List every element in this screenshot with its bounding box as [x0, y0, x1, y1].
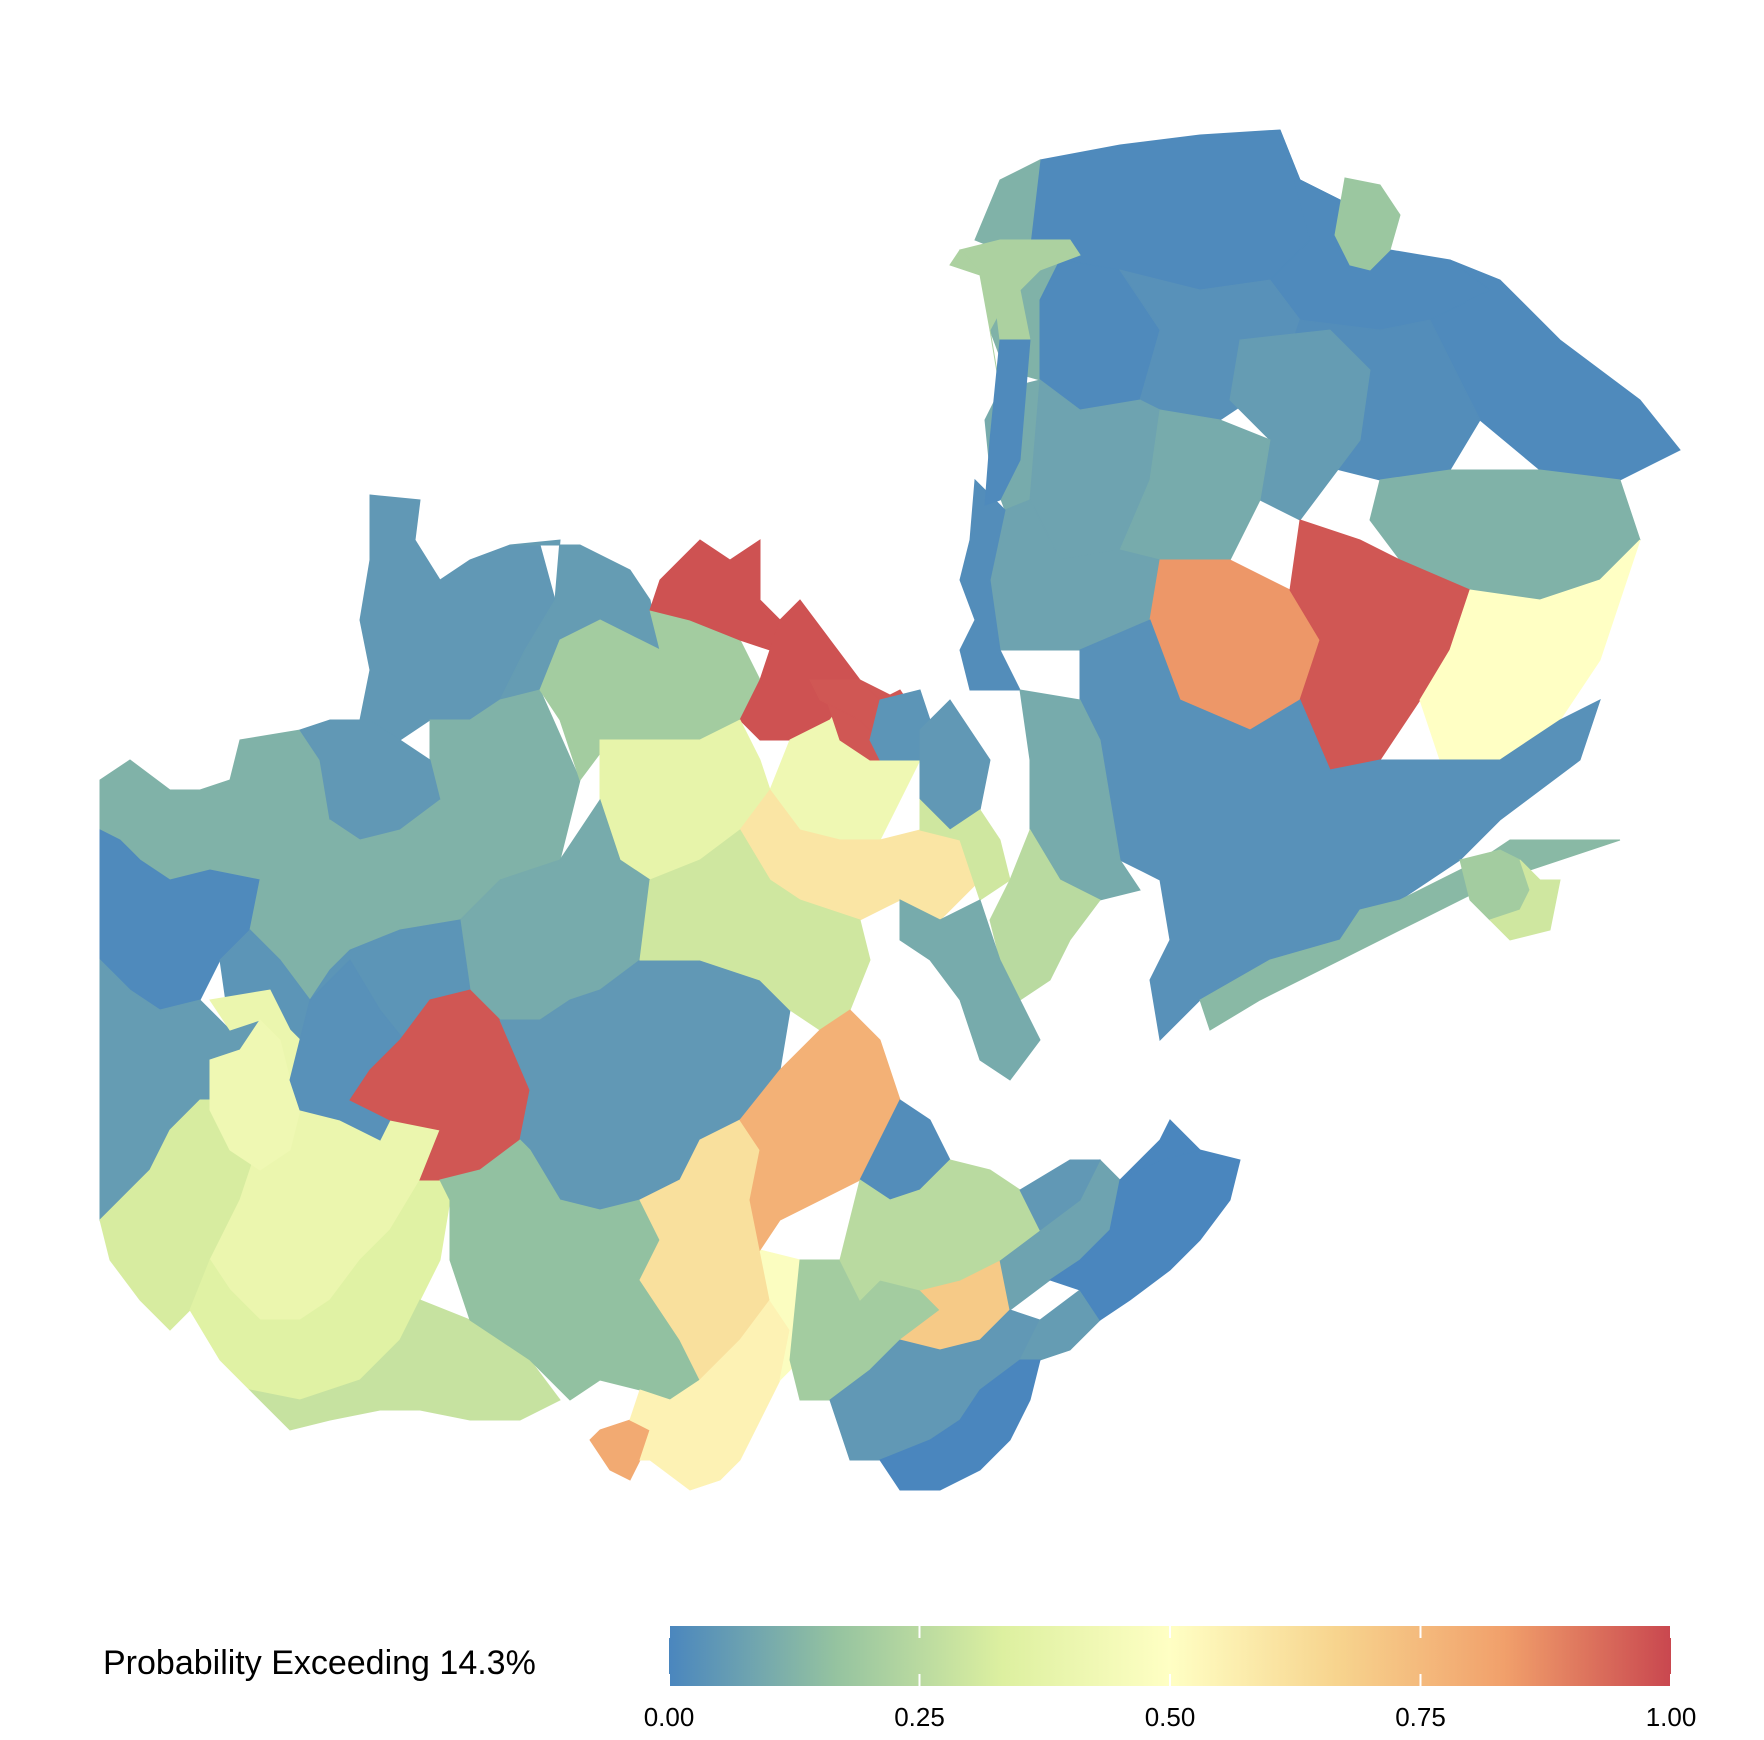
- map-region: [589, 1419, 651, 1481]
- legend-tick-label: 0.50: [1145, 1702, 1196, 1732]
- map-region: [1459, 849, 1531, 921]
- map-region: [959, 478, 1021, 691]
- map-regions: [99, 129, 1681, 1491]
- map-region: [1334, 177, 1401, 271]
- legend-tick-label: 0.00: [644, 1702, 695, 1732]
- legend-title: Probability Exceeding 14.3%: [103, 1644, 536, 1682]
- map-region: [1119, 1119, 1201, 1181]
- legend-tick-label: 1.00: [1646, 1702, 1697, 1732]
- map-region: [649, 539, 781, 651]
- map-region: [1079, 619, 1601, 1042]
- map-region: [1199, 839, 1621, 1031]
- legend-ticks: 0.00 0.25 0.50 0.75 1.00: [644, 1626, 1697, 1732]
- map-region: [1048, 1149, 1241, 1321]
- map-region: [984, 339, 1031, 506]
- legend-tick-label: 0.25: [894, 1702, 945, 1732]
- map-region: [879, 1359, 1041, 1491]
- map-region: [1419, 539, 1641, 761]
- map-region: [639, 829, 871, 1031]
- map-region: [248, 1299, 561, 1431]
- map-region: [1489, 859, 1561, 941]
- map-region: [629, 1299, 791, 1491]
- map-region: [1019, 1159, 1101, 1231]
- map-region: [899, 899, 1041, 1081]
- map-region: [1289, 519, 1471, 771]
- map-region: [989, 828, 1101, 1001]
- map-region: [1019, 689, 1141, 901]
- legend-tick-label: 0.75: [1395, 1702, 1446, 1732]
- legend: Probability Exceeding 14.3% 0.00 0.25 0.50…: [103, 1626, 1696, 1732]
- map-region: [959, 239, 1081, 341]
